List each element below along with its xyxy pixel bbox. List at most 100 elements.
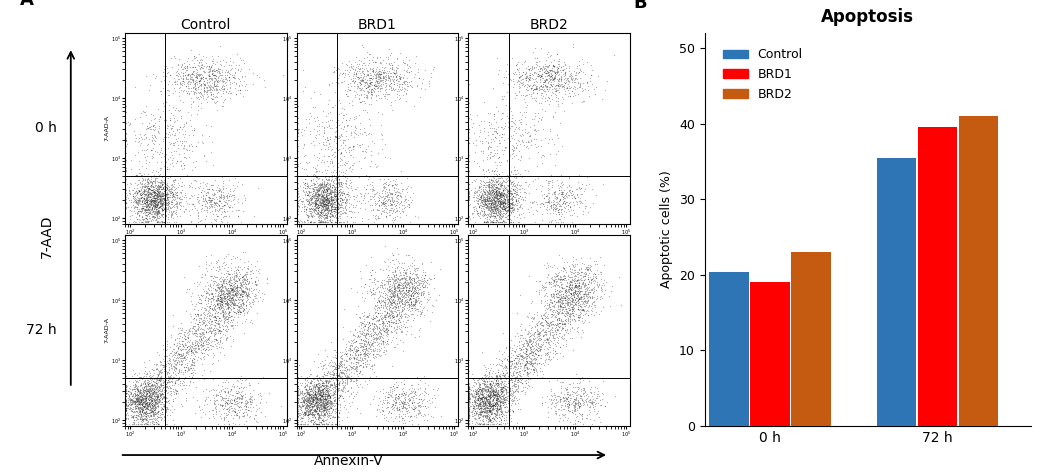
Point — [341, 207, 358, 215]
Point — [490, 194, 507, 201]
Point — [137, 420, 154, 428]
Point — [544, 75, 561, 83]
Point — [540, 403, 557, 411]
Point — [137, 195, 154, 202]
Point — [153, 210, 170, 218]
Point — [139, 201, 156, 208]
Point — [210, 330, 227, 337]
Point — [134, 387, 151, 394]
Point — [320, 186, 336, 194]
Point — [492, 383, 509, 390]
Point — [401, 390, 417, 397]
Point — [154, 185, 171, 193]
Point — [329, 196, 346, 203]
Point — [331, 203, 348, 210]
Point — [211, 72, 228, 80]
Point — [494, 186, 511, 194]
Point — [299, 389, 315, 397]
Point — [341, 350, 358, 358]
Point — [149, 377, 166, 384]
Point — [181, 80, 198, 88]
Point — [330, 135, 347, 142]
Point — [484, 201, 501, 208]
Point — [500, 203, 516, 210]
Point — [385, 324, 402, 331]
Point — [467, 401, 484, 409]
Point — [156, 201, 173, 209]
Point — [488, 191, 505, 198]
Point — [490, 194, 507, 201]
Point — [471, 385, 487, 393]
Point — [138, 199, 155, 207]
Point — [127, 397, 144, 404]
Point — [129, 390, 146, 397]
Point — [326, 383, 342, 391]
Point — [570, 289, 587, 297]
Point — [192, 64, 208, 72]
Point — [534, 314, 551, 322]
Point — [557, 309, 574, 316]
Point — [312, 390, 329, 398]
Point — [471, 391, 487, 399]
Point — [150, 124, 167, 131]
Point — [160, 399, 177, 407]
Point — [222, 281, 238, 289]
Point — [235, 290, 252, 298]
Point — [545, 261, 562, 269]
Point — [197, 202, 213, 210]
Point — [561, 401, 578, 408]
Point — [490, 192, 507, 200]
Point — [499, 197, 515, 204]
Point — [577, 285, 593, 293]
Point — [143, 186, 159, 194]
Point — [306, 386, 323, 394]
Point — [340, 80, 357, 88]
Point — [407, 294, 424, 301]
Point — [505, 408, 522, 416]
Point — [511, 331, 528, 338]
Point — [309, 387, 326, 394]
Point — [537, 320, 554, 328]
Point — [217, 387, 233, 395]
Point — [506, 204, 523, 212]
Point — [146, 196, 162, 203]
Point — [543, 82, 560, 90]
Point — [183, 122, 200, 130]
Point — [204, 306, 221, 313]
Point — [479, 193, 496, 200]
Point — [482, 403, 499, 410]
Point — [233, 273, 250, 281]
Point — [316, 198, 333, 206]
Point — [468, 416, 485, 423]
Point — [356, 350, 373, 358]
Point — [328, 186, 345, 193]
Point — [219, 198, 235, 206]
Point — [461, 405, 478, 412]
Point — [128, 213, 145, 221]
Point — [160, 206, 177, 213]
Point — [311, 210, 328, 218]
Point — [308, 200, 325, 208]
Point — [212, 277, 229, 285]
Point — [206, 326, 223, 334]
Point — [524, 342, 540, 350]
Point — [118, 395, 134, 403]
Point — [488, 187, 505, 195]
Point — [208, 408, 225, 416]
Point — [203, 298, 220, 306]
Point — [365, 320, 382, 327]
Point — [565, 295, 582, 303]
Point — [182, 362, 199, 369]
Point — [520, 338, 537, 346]
Point — [344, 77, 360, 84]
Point — [236, 291, 253, 298]
Point — [550, 86, 566, 94]
Point — [564, 296, 581, 303]
Point — [235, 289, 252, 296]
Point — [511, 369, 528, 377]
Point — [504, 189, 520, 196]
Point — [381, 305, 398, 312]
Point — [151, 185, 168, 193]
Point — [142, 190, 158, 198]
Point — [485, 401, 502, 408]
